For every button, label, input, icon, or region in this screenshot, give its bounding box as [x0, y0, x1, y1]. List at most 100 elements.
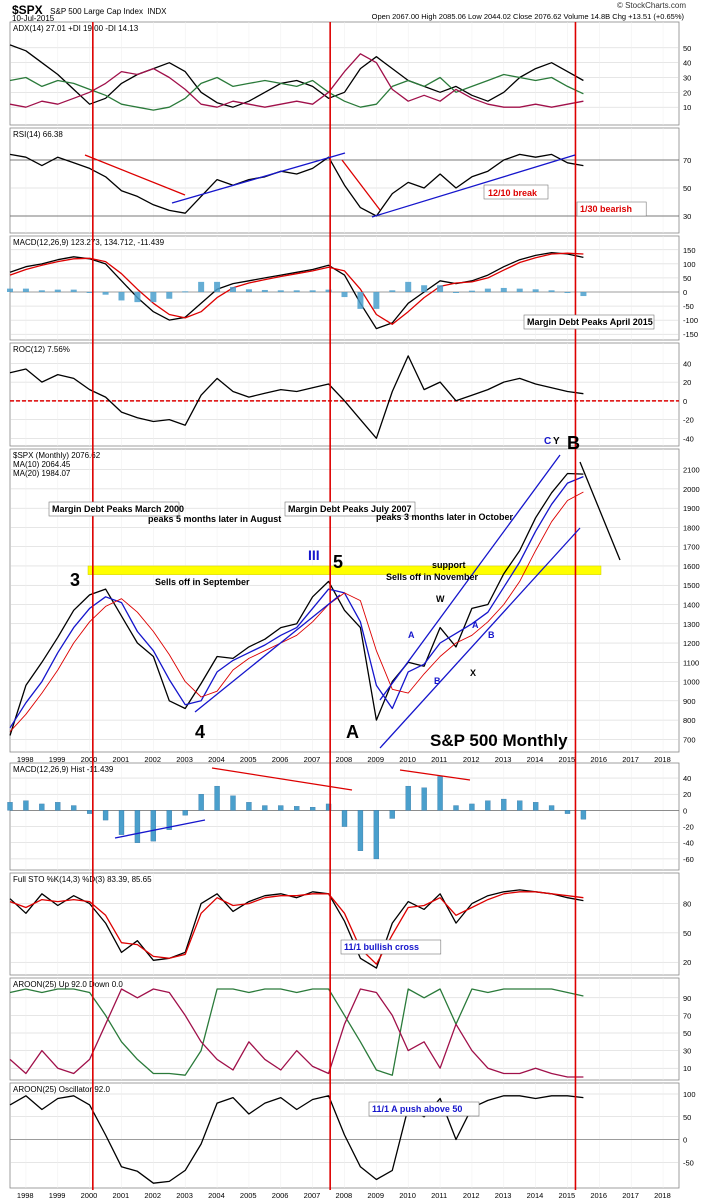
annotation-label: 11/1 bullish cross — [344, 942, 419, 952]
hist-bar — [580, 810, 587, 820]
x-tick-label: 2007 — [304, 1191, 321, 1200]
hist-bar — [134, 810, 141, 843]
x-tick-label: 2016 — [590, 755, 607, 764]
annotation-label: 1/30 bearish — [580, 204, 632, 214]
hist-bar — [469, 803, 475, 811]
x-tick-label: 2000 — [81, 1191, 98, 1200]
series-line-ma20 — [9, 491, 584, 733]
wave-label: W — [436, 594, 445, 604]
trend-line — [84, 154, 186, 196]
macd-hist-bar — [198, 281, 205, 292]
hist-bar — [7, 802, 13, 811]
x-tick-label: 2015 — [559, 1191, 576, 1200]
annotation-box — [48, 501, 180, 517]
y-tick-label: 1100 — [683, 658, 699, 667]
series-line-d — [9, 891, 584, 965]
y-tick-label: 10 — [683, 1064, 691, 1073]
y-tick-label: -20 — [683, 823, 694, 832]
series-line-up — [9, 988, 584, 1076]
y-tick-label: 70 — [683, 156, 691, 165]
series-line-oscillator — [9, 1095, 584, 1184]
y-tick-label: 900 — [683, 697, 696, 706]
macd-hist-bar — [70, 289, 77, 292]
macd-hist-bar — [405, 281, 412, 292]
panel-title: RSI(14) 66.38 — [13, 130, 63, 139]
x-tick-label: 2018 — [654, 1191, 671, 1200]
hist-bar — [357, 810, 364, 851]
x-tick-label: 2008 — [336, 1191, 353, 1200]
macd-hist-bar — [166, 292, 173, 299]
x-tick-label: 2003 — [176, 755, 193, 764]
y-tick-label: 40 — [683, 359, 691, 368]
y-tick-label: 20 — [683, 88, 691, 97]
panel-aroon-osc: 100 50 0 -50 AROON(25) Oscillator 92.0 — [9, 1082, 696, 1189]
y-tick-label: -20 — [683, 416, 694, 425]
panel-rsi: 70 50 30 RSI(14) 66.38 — [9, 127, 691, 234]
x-tick-label: 2012 — [463, 755, 480, 764]
annotation-label: Margin Debt Peaks March 2000 — [52, 504, 184, 514]
macd-hist-bar — [214, 281, 221, 292]
hist-bar — [246, 802, 252, 811]
x-tick-label: 2006 — [272, 1191, 289, 1200]
x-tick-label: 2006 — [272, 755, 289, 764]
x-tick-label: 1998 — [17, 755, 34, 764]
x-tick-label: 2004 — [208, 755, 225, 764]
panel-title: MACD(12,26,9) Hist -11.439 — [13, 765, 114, 774]
macd-hist-bar — [373, 292, 380, 309]
panel-roc: 40 20 0 -20 -40 ROC(12) 7.56% — [9, 342, 694, 447]
macd-hist-bar — [134, 292, 141, 303]
x-tick-label: 2007 — [304, 755, 321, 764]
y-tick-label: 20 — [683, 958, 691, 967]
hist-bar — [102, 810, 109, 821]
series-line-adx — [9, 44, 584, 108]
hist-bar — [373, 810, 380, 860]
annotation-label: 12/10 break — [488, 188, 538, 198]
series-line-di — [9, 53, 584, 108]
x-tick-label: 1999 — [49, 755, 66, 764]
annotation-label: peaks 5 months later in August — [148, 514, 281, 524]
annotation-box — [284, 501, 416, 517]
macd-hist-bar — [150, 292, 157, 303]
x-tick-label: 2005 — [240, 1191, 257, 1200]
panel-macd: 150 100 50 0 -50 -100 -150 MACD(12,26,9) 123.27… — [7, 235, 698, 341]
hist-bar — [309, 807, 316, 811]
legend-ma10: MA(10) 2064.45 — [13, 460, 71, 469]
y-tick-label: 50 — [683, 929, 691, 938]
y-tick-label: -40 — [683, 839, 694, 848]
annotation-box — [483, 184, 549, 200]
hist-bar — [55, 802, 61, 811]
hist-bar — [262, 805, 268, 811]
series-line-signal — [9, 252, 584, 325]
y-tick-label: 0 — [683, 288, 687, 297]
y-tick-label: 100 — [683, 260, 696, 269]
series-line-ma10 — [9, 475, 584, 729]
macd-hist-bar — [484, 288, 491, 292]
hist-bar — [166, 810, 172, 830]
trend-line — [114, 819, 206, 839]
y-tick-label: 40 — [683, 774, 691, 783]
annotation-label: 11/1 A push above 50 — [372, 1104, 462, 1114]
panel-aroon: 90 70 50 30 10 AROON(25) Up 92.0 Down 0.0 — [9, 977, 691, 1081]
y-tick-label: 50 — [683, 184, 691, 193]
series-line-down — [9, 988, 584, 1078]
wave-label: 3 — [70, 570, 80, 590]
macd-hist-bar — [500, 287, 507, 292]
y-tick-label: 100 — [683, 1090, 696, 1099]
y-tick-label: 50 — [683, 274, 691, 283]
y-tick-label: 1400 — [683, 601, 700, 610]
x-tick-label: 2017 — [622, 1191, 639, 1200]
x-tick-label: 2011 — [431, 755, 447, 764]
hist-bar — [501, 798, 507, 811]
panel-title: AROON(25) Up 92.0 Down 0.0 — [13, 980, 123, 989]
annotation-label: Sells off in September — [155, 577, 250, 587]
series-line-spx — [9, 472, 584, 736]
chart-header-left: $SPX S&P 500 Large Cap Index INDX — [12, 1, 167, 19]
macd-hist-bar — [468, 290, 475, 292]
hist-bar — [39, 803, 45, 811]
wave-label: 4 — [195, 722, 205, 742]
trend-line — [379, 454, 561, 701]
y-tick-label: -100 — [683, 316, 698, 325]
x-tick-label: 2008 — [336, 755, 353, 764]
panel-price: 2100 2000 1900 1800 1700 1600 1500 1400 1300 1200… — [9, 448, 700, 753]
panel-title: ROC(12) 7.56% — [13, 345, 70, 354]
